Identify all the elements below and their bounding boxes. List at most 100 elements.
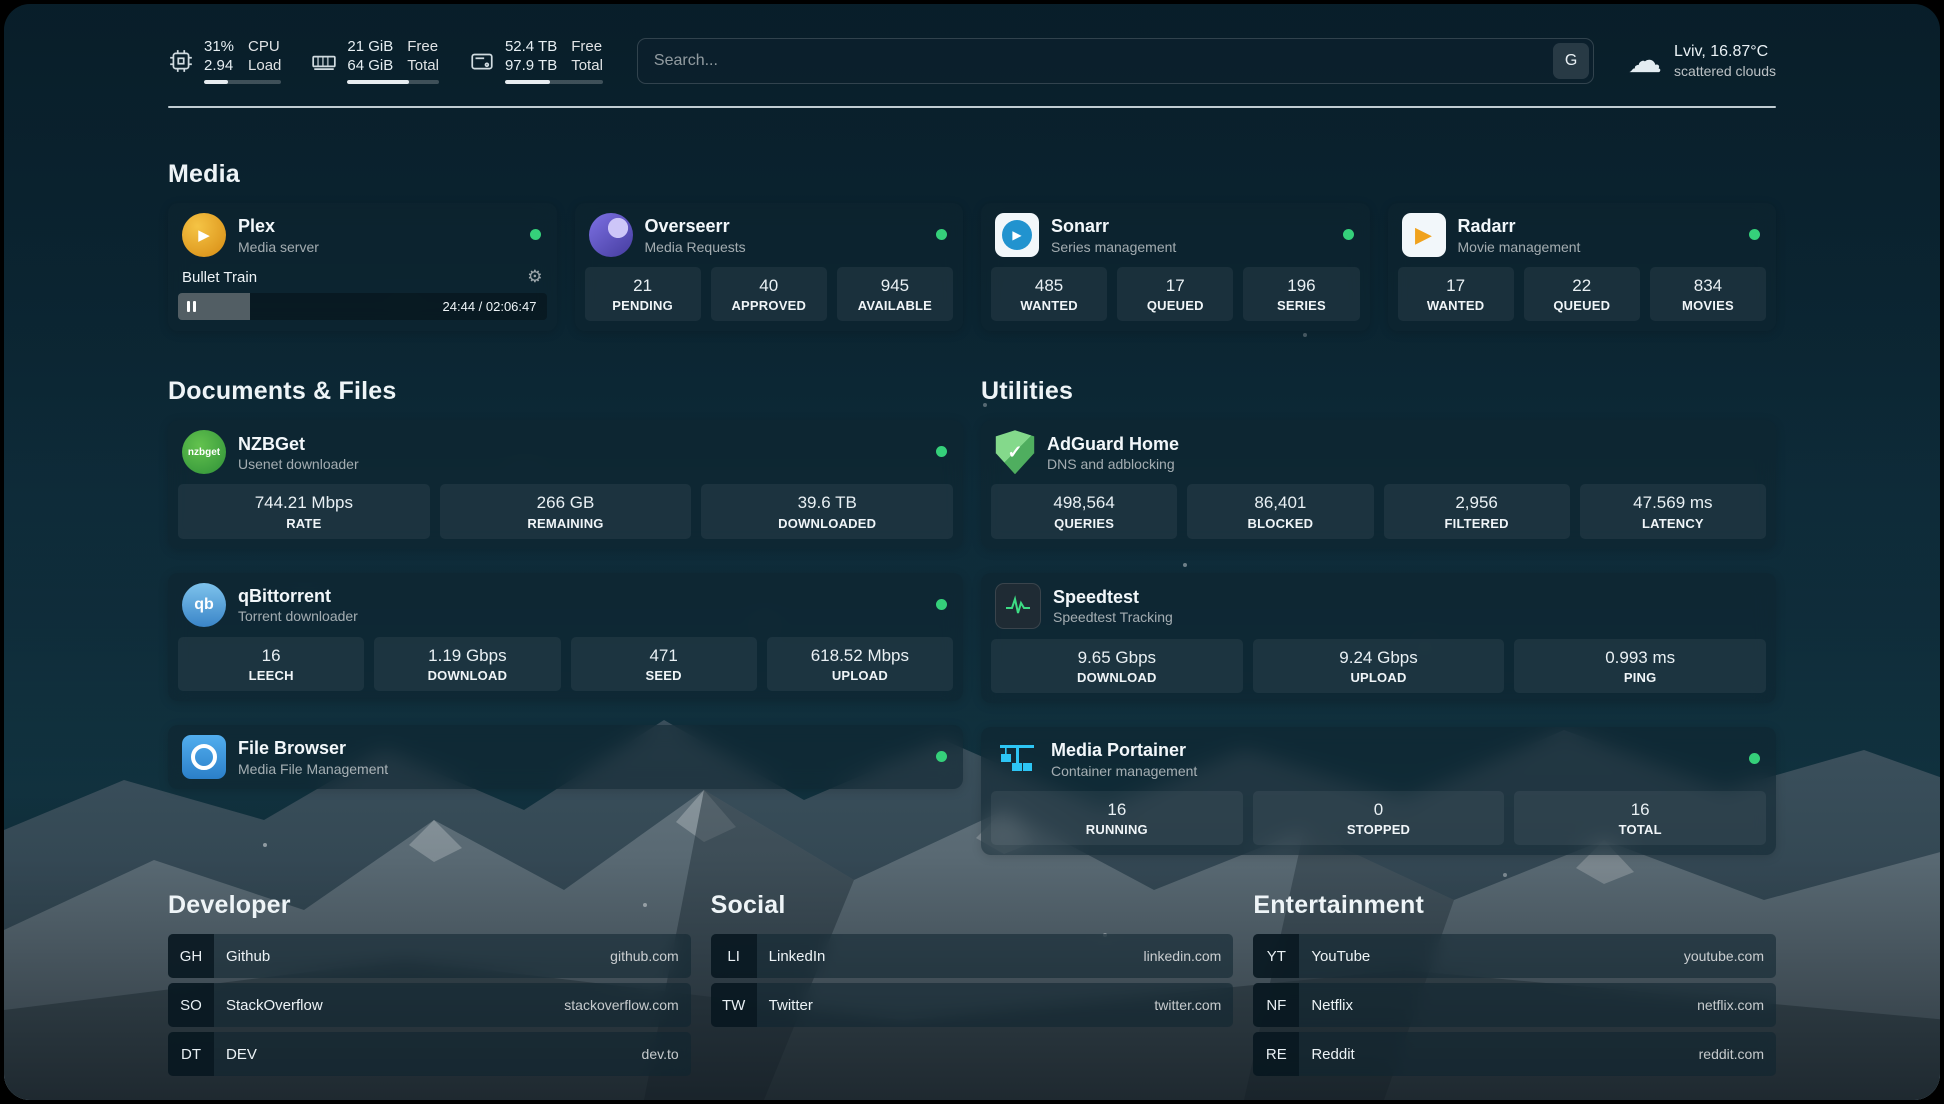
memory-progressbar: [347, 79, 439, 84]
card-nzbget[interactable]: nzbget NZBGet Usenet downloader 744.21 M…: [168, 420, 963, 549]
stat-value: 498,564: [1053, 493, 1115, 513]
section-bookmarks: Developer GH Github github.com SO StackO…: [168, 891, 1776, 1081]
card-plex[interactable]: ▶ Plex Media server Bullet Train ⚙: [168, 203, 557, 332]
card-subtitle: Torrent downloader: [238, 608, 358, 625]
stat-label: STOPPED: [1346, 822, 1411, 837]
stat-value: 834: [1693, 276, 1723, 295]
bookmark-abbr: LI: [710, 934, 757, 978]
card-title: Plex: [238, 216, 276, 237]
stat-value: 485: [1034, 276, 1064, 295]
memory-icon: [312, 55, 337, 70]
adguard-icon: ✓: [995, 430, 1035, 475]
stat-value: 0: [1373, 799, 1384, 819]
stat-tile: 471 SEED: [570, 636, 757, 691]
cpu-load-value: 2.94: [204, 57, 234, 74]
stat-value: 266 GB: [536, 493, 595, 513]
disk-icon: [471, 53, 493, 70]
resource-widgets: 31% CPU 2.94 Load 21 GiB: [168, 38, 603, 84]
bookmark-linkedin[interactable]: LI LinkedIn linkedin.com: [710, 934, 1234, 978]
now-playing-title: Bullet Train: [182, 268, 258, 286]
stat-value: 0.993 ms: [1605, 647, 1676, 667]
portainer-icon: [995, 737, 1039, 781]
stat-label: RATE: [286, 515, 322, 531]
card-radarr[interactable]: ▶ Radarr Movie management 17 WANTED: [1387, 203, 1776, 332]
topbar: 31% CPU 2.94 Load 21 GiB: [168, 38, 1776, 84]
stat-value: 471: [649, 645, 678, 665]
stat-value: 196: [1287, 276, 1316, 295]
stat-value: 618.52 Mbps: [810, 645, 910, 665]
card-adguard[interactable]: ✓ AdGuard Home DNS and adblocking 498,56…: [981, 420, 1776, 549]
section-title-developer: Developer: [168, 891, 291, 919]
stat-tile: 39.6 TB DOWNLOADED: [701, 484, 954, 539]
qbittorrent-icon: qb: [182, 582, 226, 627]
card-qbittorrent[interactable]: qb qBittorrent Torrent downloader 16: [168, 572, 963, 701]
stat-value: 9.65 Gbps: [1077, 647, 1157, 667]
stat-value: 22: [1572, 276, 1592, 295]
section-title-documents: Documents & Files: [168, 377, 397, 406]
card-filebrowser[interactable]: File Browser Media File Management: [168, 724, 963, 789]
card-title: Sonarr: [1051, 216, 1110, 237]
card-speedtest[interactable]: Speedtest Speedtest Tracking 9.65 Gbps D…: [981, 572, 1776, 703]
stat-tile: 86,401 BLOCKED: [1187, 484, 1374, 539]
card-title: Overseerr: [644, 216, 730, 237]
bookmark-name: Netflix: [1311, 996, 1354, 1014]
card-title: File Browser: [238, 738, 347, 758]
stat-label: REMAINING: [527, 515, 604, 531]
stat-label: APPROVED: [731, 298, 807, 314]
card-sonarr[interactable]: ▶ Sonarr Series management 485 WANTED: [981, 203, 1370, 332]
pause-icon[interactable]: [187, 301, 196, 312]
memory-total-value: 64 GiB: [347, 57, 394, 74]
bookmark-github[interactable]: GH Github github.com: [168, 934, 691, 978]
card-subtitle: Media File Management: [238, 760, 389, 777]
status-dot: [936, 229, 947, 240]
card-title: qBittorrent: [238, 585, 331, 606]
search-input[interactable]: [636, 38, 1595, 84]
bookmark-domain: stackoverflow.com: [564, 997, 679, 1013]
bookmark-dev[interactable]: DT DEV dev.to: [168, 1032, 691, 1076]
stat-value: 1.19 Gbps: [428, 645, 507, 665]
bookmark-name: DEV: [226, 1045, 257, 1063]
stat-value: 2,956: [1455, 493, 1498, 513]
cpu-label: CPU: [248, 38, 280, 56]
card-subtitle: Series management: [1051, 238, 1177, 255]
memory-widget: 21 GiB Free 64 GiB Total: [311, 38, 439, 84]
stat-value: 21: [633, 276, 653, 295]
bookmarks-developer: Developer GH Github github.com SO StackO…: [168, 891, 691, 1081]
stat-tile: 16 RUNNING: [991, 790, 1243, 845]
card-overseerr[interactable]: Overseerr Media Requests 21 PENDING 40 A…: [574, 203, 963, 332]
weather-condition: scattered clouds: [1674, 63, 1776, 79]
stat-label: MOVIES: [1682, 298, 1734, 314]
bookmark-netflix[interactable]: NF Netflix netflix.com: [1253, 983, 1776, 1027]
stat-tile: 22 QUEUED: [1523, 267, 1640, 322]
topbar-divider: [168, 106, 1776, 108]
stat-label: BLOCKED: [1247, 515, 1314, 531]
play-icon: ▶: [198, 227, 210, 244]
disk-progressbar: [504, 79, 603, 84]
stat-label: LATENCY: [1641, 515, 1704, 531]
stat-tile: 0.993 ms PING: [1514, 638, 1767, 693]
bookmark-twitter[interactable]: TW Twitter twitter.com: [710, 983, 1234, 1027]
section-documents-utilities: Documents & Files nzbget NZBGet Usenet d…: [168, 377, 1776, 855]
card-title: Speedtest: [1053, 586, 1140, 607]
memory-free-value: 21 GiB: [347, 38, 394, 56]
disk-free-label: Free: [571, 38, 603, 56]
stat-value: 86,401: [1254, 493, 1307, 513]
stat-tile: 744.21 Mbps RATE: [178, 484, 430, 539]
weather-widget: ☁ Lviv, 16.87°C scattered clouds: [1628, 43, 1776, 79]
bookmark-name: StackOverflow: [226, 996, 323, 1014]
cloud-icon: ☁: [1628, 42, 1663, 80]
bookmark-abbr: RE: [1253, 1032, 1300, 1076]
stat-value: 16: [261, 645, 281, 665]
plex-player-bar[interactable]: 24:44 / 02:06:47: [178, 293, 547, 320]
bookmark-reddit[interactable]: RE Reddit reddit.com: [1253, 1032, 1776, 1076]
stat-value: 16: [1107, 799, 1127, 819]
card-portainer[interactable]: Media Portainer Container management 16 …: [981, 726, 1776, 855]
stat-label: UPLOAD: [831, 667, 888, 683]
gear-icon[interactable]: ⚙: [527, 267, 543, 286]
stat-tile: 16 TOTAL: [1514, 790, 1767, 845]
stat-tile: 945 AVAILABLE: [836, 267, 954, 322]
bookmark-stackoverflow[interactable]: SO StackOverflow stackoverflow.com: [168, 983, 691, 1027]
bookmark-youtube[interactable]: YT YouTube youtube.com: [1253, 934, 1776, 978]
search-provider-button[interactable]: G: [1553, 43, 1590, 79]
stat-value: 17: [1446, 276, 1466, 295]
